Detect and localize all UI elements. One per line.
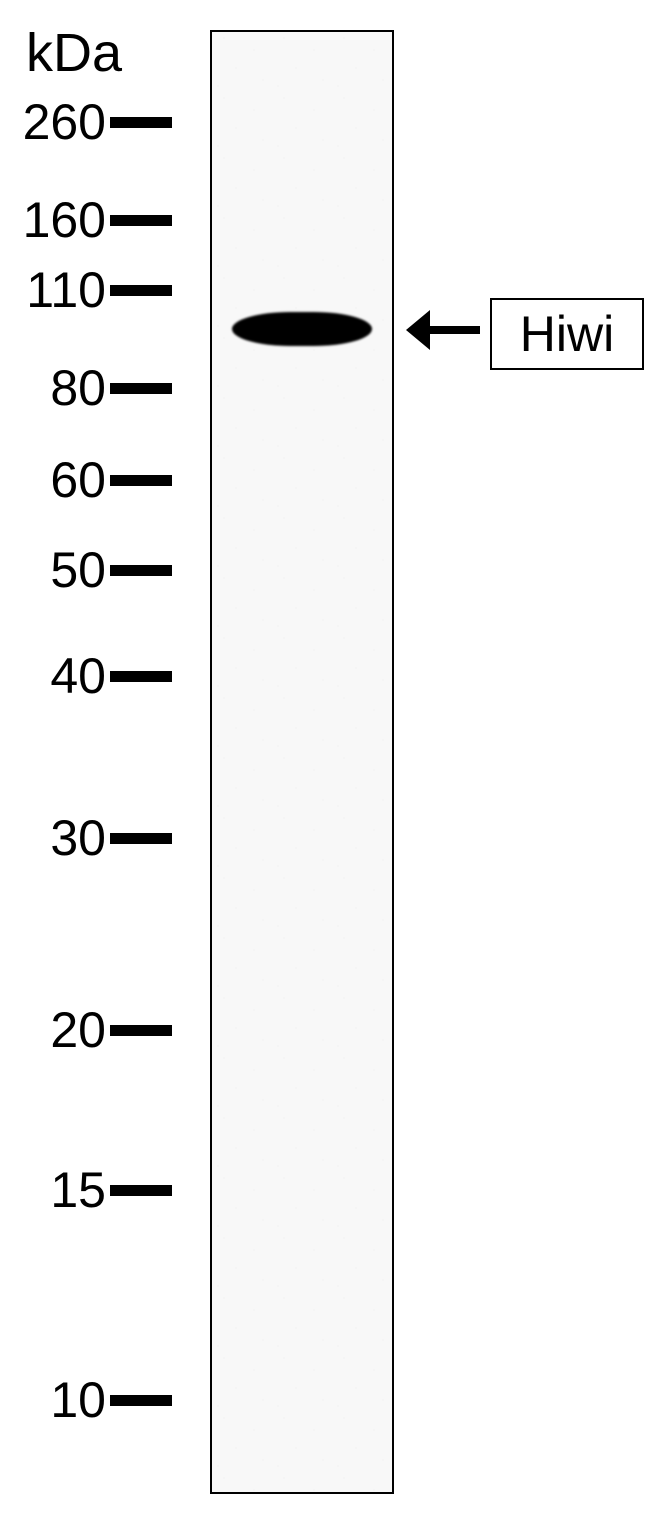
ladder-tick-label: 160 [0,195,106,245]
ladder-tick-dash [110,833,172,844]
ladder-tick-dash [110,1395,172,1406]
ladder-tick-label: 15 [0,1165,106,1215]
ladder-tick: 40 [0,651,172,701]
blot-lane [210,30,394,1494]
ladder-tick: 50 [0,545,172,595]
ladder-tick: 20 [0,1005,172,1055]
ladder-tick: 80 [0,363,172,413]
ladder-tick-dash [110,565,172,576]
ladder-tick-dash [110,215,172,226]
axis-title: kDa [26,22,122,84]
ladder-tick: 10 [0,1375,172,1425]
ladder-tick-dash [110,383,172,394]
ladder-tick-label: 10 [0,1375,106,1425]
band-arrow [406,310,480,350]
ladder-tick-dash [110,285,172,296]
lane-noise [212,32,392,1492]
ladder-tick-dash [110,671,172,682]
protein-band [232,312,372,346]
ladder-tick-dash [110,475,172,486]
band-label-box: Hiwi [490,298,644,370]
ladder-tick-label: 80 [0,363,106,413]
ladder-tick-dash [110,1185,172,1196]
blot-figure: kDa 260 160 110 80 60 50 40 30 20 15 10 Hiwi [0,0,650,1525]
ladder-tick-dash [110,1025,172,1036]
ladder-tick-label: 30 [0,813,106,863]
ladder-tick-label: 20 [0,1005,106,1055]
arrow-head-icon [406,310,430,350]
ladder-tick: 260 [0,97,172,147]
ladder-tick: 110 [0,265,172,315]
ladder-tick-label: 110 [0,265,106,315]
ladder-tick-label: 40 [0,651,106,701]
ladder-tick: 60 [0,455,172,505]
band-label-text: Hiwi [520,305,614,363]
ladder-tick: 160 [0,195,172,245]
ladder-tick-label: 50 [0,545,106,595]
ladder-tick: 30 [0,813,172,863]
ladder-tick-label: 260 [0,97,106,147]
ladder-tick: 15 [0,1165,172,1215]
ladder-tick-dash [110,117,172,128]
ladder-tick-label: 60 [0,455,106,505]
arrow-shaft [430,326,480,334]
